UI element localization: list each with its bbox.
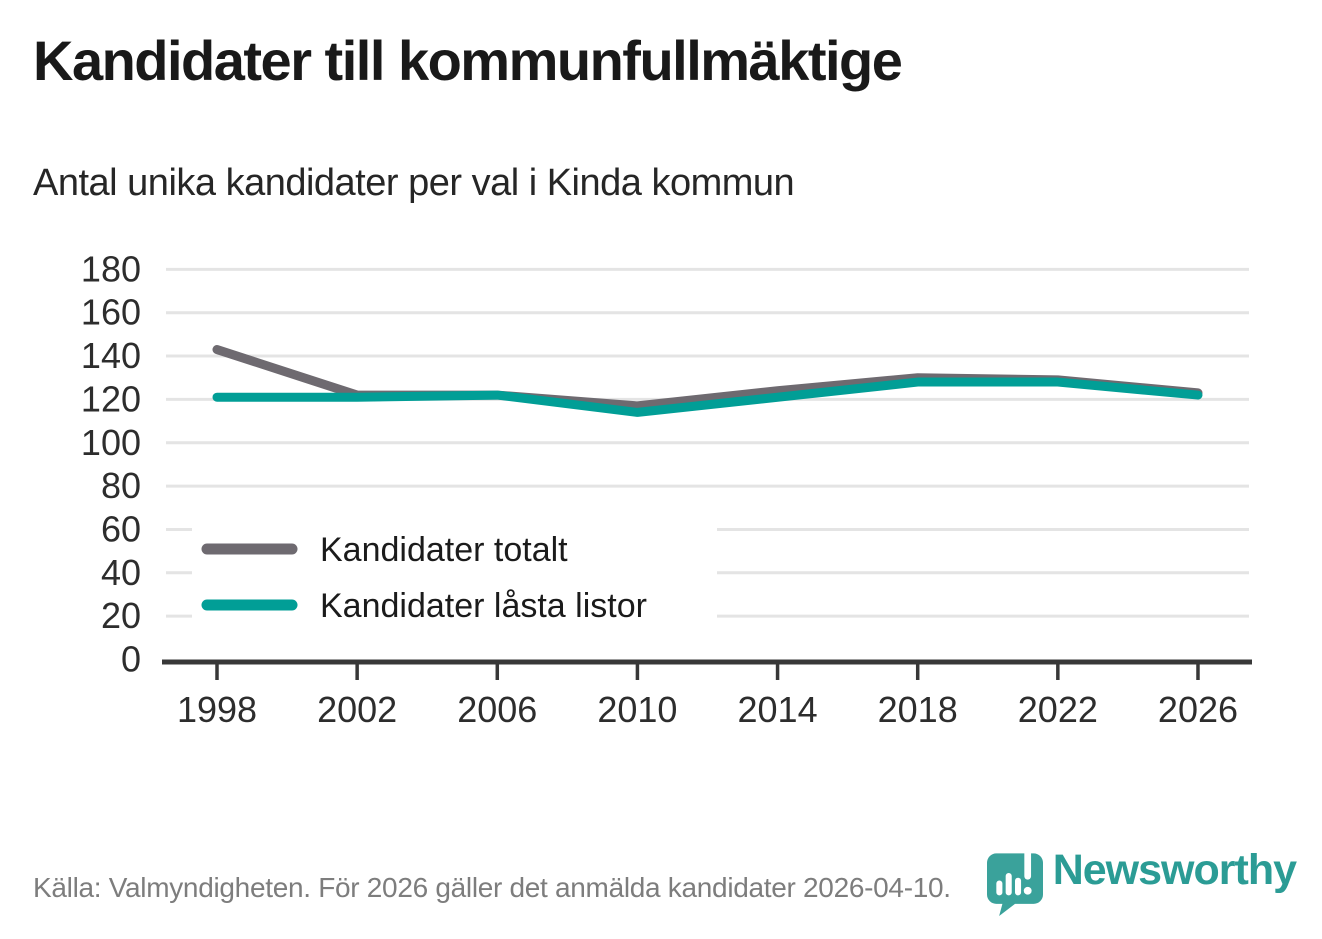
newsworthy-logo: Newsworthy bbox=[986, 845, 1297, 916]
source-note: Källa: Valmyndigheten. För 2026 gäller d… bbox=[33, 872, 951, 903]
exclamation-bar bbox=[1024, 848, 1031, 880]
legend-label-1: Kandidater låsta listor bbox=[320, 587, 647, 625]
y-tick-label-160: 160 bbox=[81, 292, 141, 333]
x-tick-label-2006: 2006 bbox=[457, 689, 537, 730]
x-tick-label-2018: 2018 bbox=[878, 689, 958, 730]
y-tick-label-80: 80 bbox=[101, 465, 141, 506]
x-tick-label-2014: 2014 bbox=[738, 689, 818, 730]
x-tick-label-2002: 2002 bbox=[317, 689, 397, 730]
legend-background bbox=[192, 510, 717, 635]
y-tick-label-120: 120 bbox=[81, 378, 141, 419]
exclamation-dot bbox=[1023, 886, 1032, 895]
newsworthy-wordmark: Newsworthy bbox=[1052, 846, 1297, 894]
y-tick-label-0: 0 bbox=[121, 639, 141, 680]
newsworthy-pin-icon bbox=[986, 848, 1043, 916]
y-tick-label-40: 40 bbox=[101, 552, 141, 593]
x-tick-label-1998: 1998 bbox=[177, 689, 257, 730]
y-tick-label-20: 20 bbox=[101, 595, 141, 636]
y-tick-label-100: 100 bbox=[81, 422, 141, 463]
series-line-1 bbox=[212, 377, 1203, 417]
chart-title: Kandidater till kommunfullmäktige bbox=[33, 29, 903, 92]
y-tick-label-140: 140 bbox=[81, 335, 141, 376]
y-tick-label-180: 180 bbox=[81, 248, 141, 289]
y-tick-label-60: 60 bbox=[101, 508, 141, 549]
bar-3 bbox=[1014, 877, 1021, 896]
bar-2 bbox=[1005, 873, 1012, 896]
bar-1 bbox=[996, 880, 1003, 896]
chart-subtitle: Antal unika kandidater per val i Kinda k… bbox=[33, 162, 795, 204]
x-tick-label-2022: 2022 bbox=[1018, 689, 1098, 730]
x-tick-label-2010: 2010 bbox=[597, 689, 677, 730]
legend-label-0: Kandidater totalt bbox=[320, 531, 568, 569]
x-tick-label-2026: 2026 bbox=[1158, 689, 1238, 730]
